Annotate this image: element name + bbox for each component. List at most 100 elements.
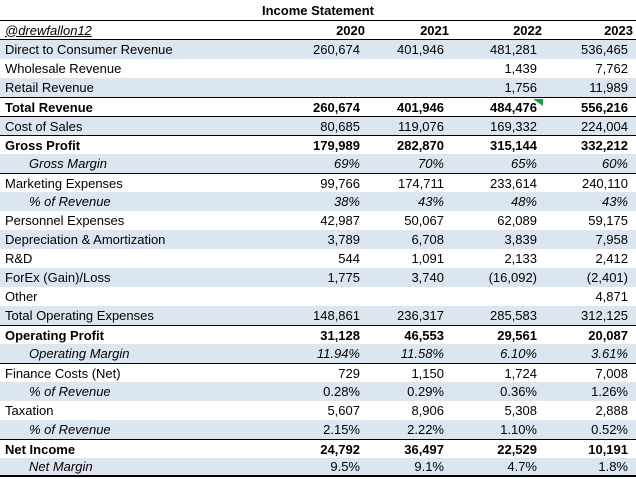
value-cell[interactable]: 3,740 bbox=[411, 270, 444, 285]
value-cell[interactable]: 119,076 bbox=[397, 118, 444, 134]
value-cell[interactable]: 240,110 bbox=[581, 175, 628, 191]
value-cell[interactable]: 3.61% bbox=[591, 346, 628, 361]
row-label-cell[interactable]: Retail Revenue bbox=[5, 80, 94, 95]
value-cell[interactable]: 7,958 bbox=[595, 232, 628, 247]
value-cell[interactable]: 236,317 bbox=[397, 308, 444, 323]
value-cell[interactable]: 481,281 bbox=[490, 42, 537, 57]
value-cell[interactable]: 99,766 bbox=[320, 175, 360, 191]
value-cell[interactable]: 285,583 bbox=[490, 308, 537, 323]
value-cell[interactable]: 22,529 bbox=[497, 441, 537, 457]
value-cell[interactable]: 11.58% bbox=[400, 346, 444, 361]
value-cell[interactable]: 43% bbox=[601, 194, 628, 209]
value-cell[interactable]: 2,412 bbox=[595, 251, 628, 266]
value-cell[interactable]: 6,708 bbox=[411, 232, 444, 247]
value-cell[interactable]: 2,888 bbox=[595, 403, 628, 418]
value-cell[interactable]: 233,614 bbox=[490, 175, 537, 191]
row-label-cell[interactable]: Marketing Expenses bbox=[5, 175, 123, 191]
value-cell[interactable]: 260,674 bbox=[313, 99, 360, 115]
value-cell[interactable]: 148,861 bbox=[313, 308, 360, 323]
value-cell[interactable]: 544 bbox=[338, 251, 360, 266]
value-cell[interactable]: 7,762 bbox=[595, 61, 628, 76]
row-label-cell[interactable]: Total Revenue bbox=[5, 99, 93, 115]
value-cell[interactable]: 260,674 bbox=[313, 42, 360, 57]
value-cell[interactable]: 7,008 bbox=[595, 365, 628, 381]
row-label-cell[interactable]: R&D bbox=[5, 251, 33, 266]
value-cell[interactable]: 179,989 bbox=[313, 137, 360, 153]
row-label-cell[interactable]: Gross Margin bbox=[29, 156, 108, 171]
row-label-cell[interactable]: % of Revenue bbox=[29, 422, 111, 437]
value-cell[interactable]: 9.1% bbox=[414, 459, 444, 474]
value-cell[interactable]: 70% bbox=[417, 156, 444, 171]
row-label-cell[interactable]: Other bbox=[5, 289, 38, 304]
value-cell[interactable]: 9.5% bbox=[330, 459, 360, 474]
value-cell[interactable]: 312,125 bbox=[581, 308, 628, 323]
row-label-cell[interactable]: % of Revenue bbox=[29, 384, 111, 399]
row-label-cell[interactable]: Wholesale Revenue bbox=[5, 61, 122, 76]
row-label-cell[interactable]: Net Income bbox=[5, 441, 76, 457]
row-label-cell[interactable]: % of Revenue bbox=[29, 194, 111, 209]
value-cell[interactable]: 0.52% bbox=[591, 422, 628, 437]
value-cell[interactable]: 401,946 bbox=[397, 42, 444, 57]
value-cell[interactable]: 315,144 bbox=[490, 137, 537, 153]
value-cell[interactable]: 4,871 bbox=[595, 289, 628, 304]
author-handle-link[interactable]: @drewfallon12 bbox=[5, 22, 92, 38]
row-label-cell[interactable]: Operating Profit bbox=[5, 327, 104, 343]
value-cell[interactable]: 20,087 bbox=[588, 327, 628, 343]
value-cell[interactable]: 42,987 bbox=[320, 213, 360, 228]
value-cell[interactable]: 36,497 bbox=[404, 441, 444, 457]
value-cell[interactable]: 1.26% bbox=[591, 384, 628, 399]
value-cell[interactable]: 80,685 bbox=[320, 118, 360, 134]
value-cell[interactable]: 2.15% bbox=[323, 422, 360, 437]
value-cell[interactable]: 2,133 bbox=[504, 251, 537, 266]
value-cell[interactable]: 1.8% bbox=[598, 459, 628, 474]
column-header-2021[interactable]: 2021 bbox=[420, 22, 449, 38]
column-header-2023[interactable]: 2023 bbox=[604, 22, 633, 38]
value-cell[interactable]: 46,553 bbox=[404, 327, 444, 343]
row-label-cell[interactable]: ForEx (Gain)/Loss bbox=[5, 270, 111, 285]
value-cell[interactable]: 29,561 bbox=[497, 327, 537, 343]
value-cell[interactable]: 11.94% bbox=[316, 346, 360, 361]
value-cell[interactable]: 282,870 bbox=[397, 137, 444, 153]
row-label-cell[interactable]: Taxation bbox=[5, 403, 54, 418]
value-cell[interactable]: 1,775 bbox=[327, 270, 360, 285]
value-cell[interactable]: 3,839 bbox=[504, 232, 537, 247]
value-cell[interactable]: 8,906 bbox=[411, 403, 444, 418]
value-cell[interactable]: 11,989 bbox=[589, 80, 628, 95]
column-header-2022[interactable]: 2022 bbox=[513, 22, 542, 38]
row-label-cell[interactable]: Direct to Consumer Revenue bbox=[5, 42, 173, 57]
value-cell[interactable]: 31,128 bbox=[320, 327, 360, 343]
value-cell[interactable]: 1,724 bbox=[504, 365, 537, 381]
value-cell[interactable]: 1,150 bbox=[411, 365, 444, 381]
value-cell[interactable]: 2.22% bbox=[407, 422, 444, 437]
value-cell[interactable]: 1,091 bbox=[411, 251, 444, 266]
value-cell[interactable]: 169,332 bbox=[490, 118, 537, 134]
value-cell[interactable]: 62,089 bbox=[497, 213, 537, 228]
value-cell[interactable]: 5,607 bbox=[327, 403, 360, 418]
value-cell[interactable]: 1.10% bbox=[500, 422, 537, 437]
value-cell[interactable]: 6.10% bbox=[500, 346, 537, 361]
value-cell[interactable]: 224,004 bbox=[581, 118, 628, 134]
row-label-cell[interactable]: Operating Margin bbox=[29, 346, 130, 361]
row-label-cell[interactable]: Finance Costs (Net) bbox=[5, 365, 121, 381]
value-cell[interactable]: 401,946 bbox=[397, 99, 444, 115]
row-label-cell[interactable]: Depreciation & Amortization bbox=[5, 232, 166, 247]
value-cell[interactable]: 60% bbox=[601, 156, 628, 171]
row-label-cell[interactable]: Net Margin bbox=[29, 459, 93, 474]
value-cell[interactable]: 4.7% bbox=[507, 459, 537, 474]
value-cell[interactable]: 1,439 bbox=[504, 61, 537, 76]
value-cell[interactable]: 43% bbox=[417, 194, 444, 209]
column-header-2020[interactable]: 2020 bbox=[336, 22, 365, 38]
value-cell[interactable]: 65% bbox=[510, 156, 537, 171]
value-cell[interactable]: (2,401) bbox=[586, 270, 628, 285]
value-cell[interactable]: (16,092) bbox=[488, 270, 537, 285]
value-cell[interactable]: 5,308 bbox=[504, 403, 537, 418]
value-cell[interactable]: 729 bbox=[338, 365, 360, 381]
value-cell[interactable]: 50,067 bbox=[404, 213, 444, 228]
value-cell[interactable]: 0.29% bbox=[407, 384, 444, 399]
value-cell[interactable]: 10,191 bbox=[588, 441, 628, 457]
row-label-cell[interactable]: Cost of Sales bbox=[5, 118, 83, 134]
value-cell[interactable]: 484,476 bbox=[452, 98, 545, 116]
value-cell[interactable]: 536,465 bbox=[581, 42, 628, 57]
value-cell[interactable]: 48% bbox=[510, 194, 537, 209]
value-cell[interactable]: 59,175 bbox=[588, 213, 628, 228]
